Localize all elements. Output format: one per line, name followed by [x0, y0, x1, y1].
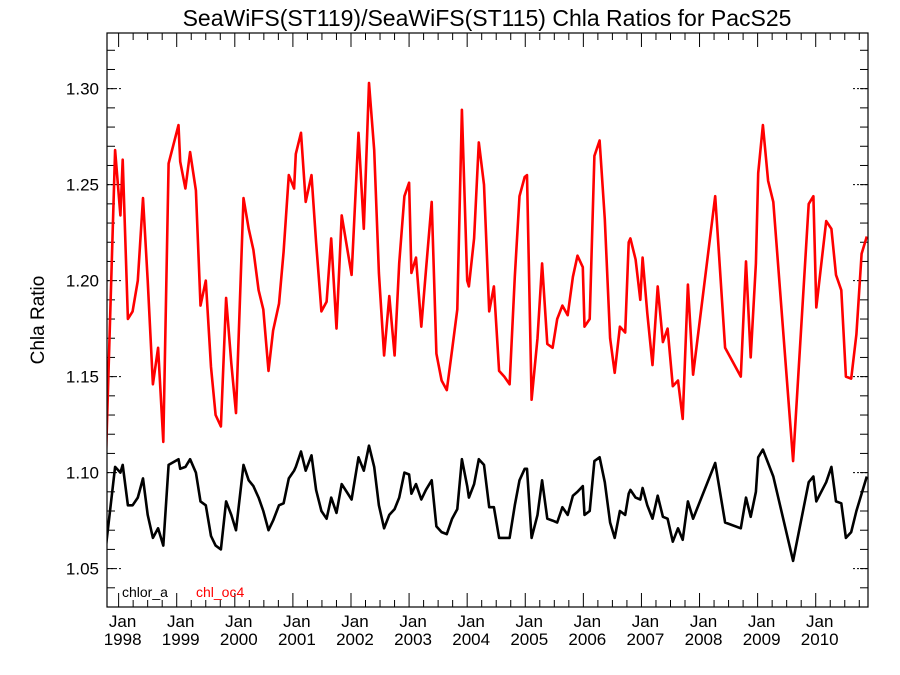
x-tick-year: 2003 — [394, 630, 432, 649]
x-tick-month: Jan — [632, 612, 659, 631]
x-tick-month: Jan — [516, 612, 543, 631]
x-tick-month: Jan — [167, 612, 194, 631]
series-line-chlor-a — [107, 444, 868, 563]
x-tick-year: 2010 — [801, 630, 839, 649]
x-tick-month: Jan — [806, 612, 833, 631]
series-line-chl-oc4 — [107, 81, 868, 464]
legend-chlor-a: chlor_a — [122, 584, 168, 600]
x-tick-month: Jan — [457, 612, 484, 631]
plot-frame — [106, 32, 869, 608]
x-tick-year: 2002 — [336, 630, 374, 649]
x-tick-month: Jan — [283, 612, 310, 631]
legend-chl-oc4: chl_oc4 — [196, 584, 244, 600]
x-tick-labels: Jan1998Jan1999Jan2000Jan2001Jan2002Jan20… — [104, 612, 839, 649]
x-tick-year: 1999 — [162, 630, 200, 649]
x-tick-year: 1998 — [104, 630, 142, 649]
x-tick-year: 2001 — [278, 630, 316, 649]
y-tick-label: 1.10 — [66, 464, 99, 483]
x-tick-year: 2008 — [685, 630, 723, 649]
series-lines — [107, 81, 868, 563]
chart-title: SeaWiFS(ST119)/SeaWiFS(ST115) Chla Ratio… — [183, 5, 792, 31]
x-tick-month: Jan — [574, 612, 601, 631]
x-tick-month: Jan — [690, 612, 717, 631]
x-tick-month: Jan — [341, 612, 368, 631]
y-tick-label: 1.30 — [66, 80, 99, 99]
x-tick-year: 2005 — [510, 630, 548, 649]
x-tick-month: Jan — [399, 612, 426, 631]
x-tick-year: 2004 — [452, 630, 490, 649]
y-axis-label: Chla Ratio — [28, 276, 49, 365]
y-tick-label: 1.05 — [66, 560, 99, 579]
x-tick-month: Jan — [109, 612, 136, 631]
y-tick-label: 1.20 — [66, 272, 99, 291]
y-tick-label: 1.15 — [66, 368, 99, 387]
x-tick-year: 2009 — [743, 630, 781, 649]
y-tick-label: 1.25 — [66, 176, 99, 195]
x-tick-year: 2000 — [220, 630, 258, 649]
x-tick-year: 2007 — [627, 630, 665, 649]
x-tick-month: Jan — [225, 612, 252, 631]
x-tick-month: Jan — [748, 612, 775, 631]
x-tick-year: 2006 — [568, 630, 606, 649]
y-tick-labels: 1.05 1.10 1.15 1.20 1.25 1.30 — [66, 80, 99, 579]
